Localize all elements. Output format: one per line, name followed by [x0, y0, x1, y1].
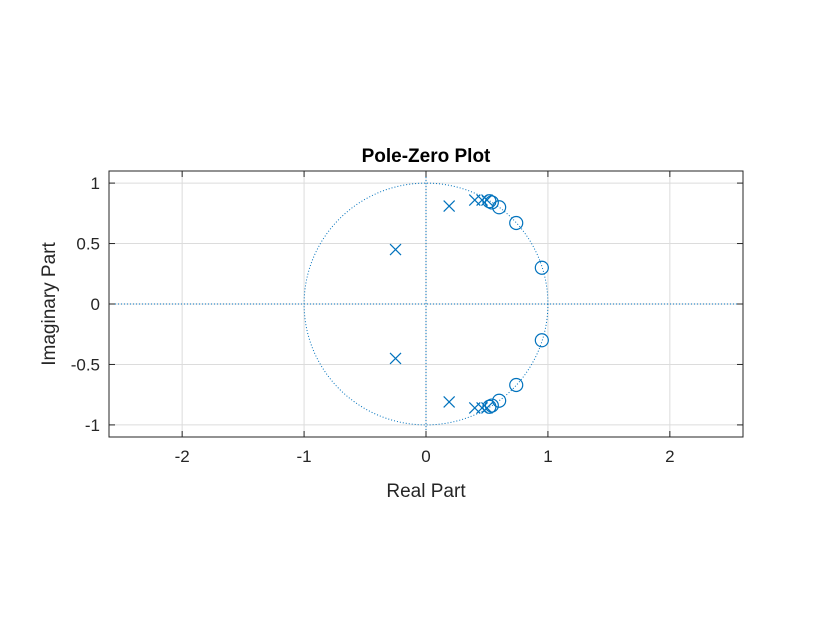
- unit-circle-layer: [109, 171, 743, 437]
- zero-marker: [484, 398, 499, 413]
- pole-marker: [443, 200, 456, 212]
- zero-marker: [484, 195, 499, 210]
- tick-labels: -2 -1 0 1 2 -1 -0.5 0 0.5 1: [71, 174, 675, 466]
- pole-marker: [389, 243, 402, 256]
- y-tick-label: 0: [91, 295, 100, 314]
- x-tick-label: -2: [175, 447, 190, 466]
- y-tick-label: -1: [85, 416, 100, 435]
- zero-marker: [509, 377, 524, 393]
- x-tick-label: -1: [297, 447, 312, 466]
- y-tick-label: 0.5: [76, 235, 100, 254]
- zero-marker: [492, 393, 507, 408]
- chart-title: Pole-Zero Plot: [362, 146, 491, 167]
- pole-marker: [389, 352, 402, 365]
- pole-marker: [443, 396, 456, 408]
- zero-marker: [534, 260, 549, 275]
- zero-marker: [492, 200, 507, 215]
- x-tick-label: 0: [421, 447, 430, 466]
- y-tick-label: -0.5: [71, 355, 100, 374]
- x-axis-label: Real Part: [386, 481, 466, 502]
- zero-marker: [509, 215, 524, 231]
- x-tick-label: 1: [543, 447, 552, 466]
- markers-layer: [389, 194, 549, 414]
- tick-marks: [109, 171, 743, 437]
- y-axis-label: Imaginary Part: [39, 242, 60, 366]
- axes-box: [108, 170, 744, 438]
- zero-marker: [534, 333, 549, 348]
- x-tick-label: 2: [665, 447, 674, 466]
- y-tick-label: 1: [91, 174, 100, 193]
